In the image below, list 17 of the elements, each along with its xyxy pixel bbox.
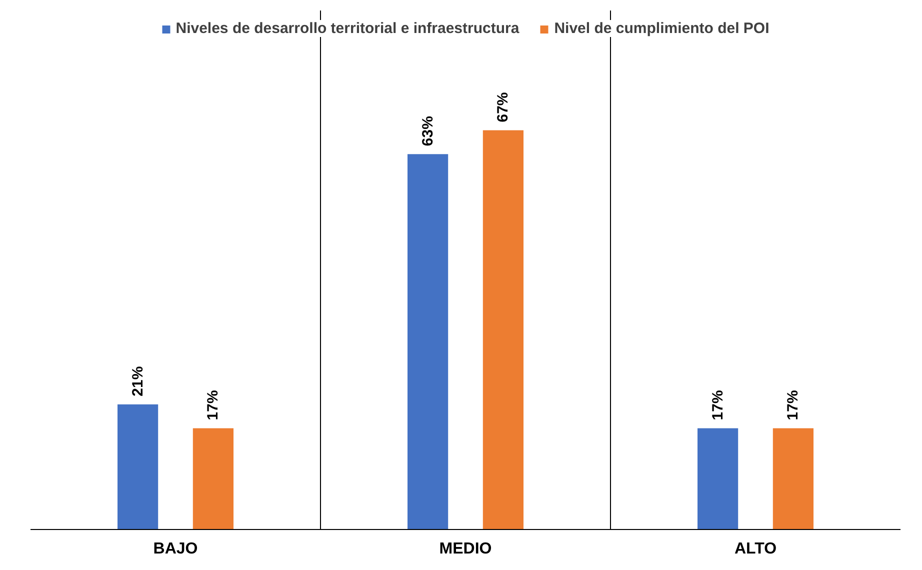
x-tick-label: BAJO: [153, 540, 198, 558]
bar: [408, 154, 448, 530]
x-tick-label: ALTO: [734, 540, 777, 558]
data-label: 17%: [784, 390, 802, 420]
bar: [772, 428, 814, 530]
x-tick-label: MEDIO: [439, 540, 492, 558]
legend-label: Nivel de cumplimiento del POI: [554, 20, 770, 37]
bar: [192, 428, 234, 530]
data-label: 17%: [204, 390, 222, 420]
bar: [482, 130, 524, 530]
bar: [118, 404, 158, 530]
data-label: 63%: [419, 116, 436, 146]
legend-label: Niveles de desarrollo territorial e infraestructura: [176, 20, 520, 37]
bar: [698, 428, 738, 530]
data-label: 21%: [129, 366, 146, 396]
data-label: 17%: [709, 390, 726, 420]
data-label: 67%: [494, 92, 512, 122]
